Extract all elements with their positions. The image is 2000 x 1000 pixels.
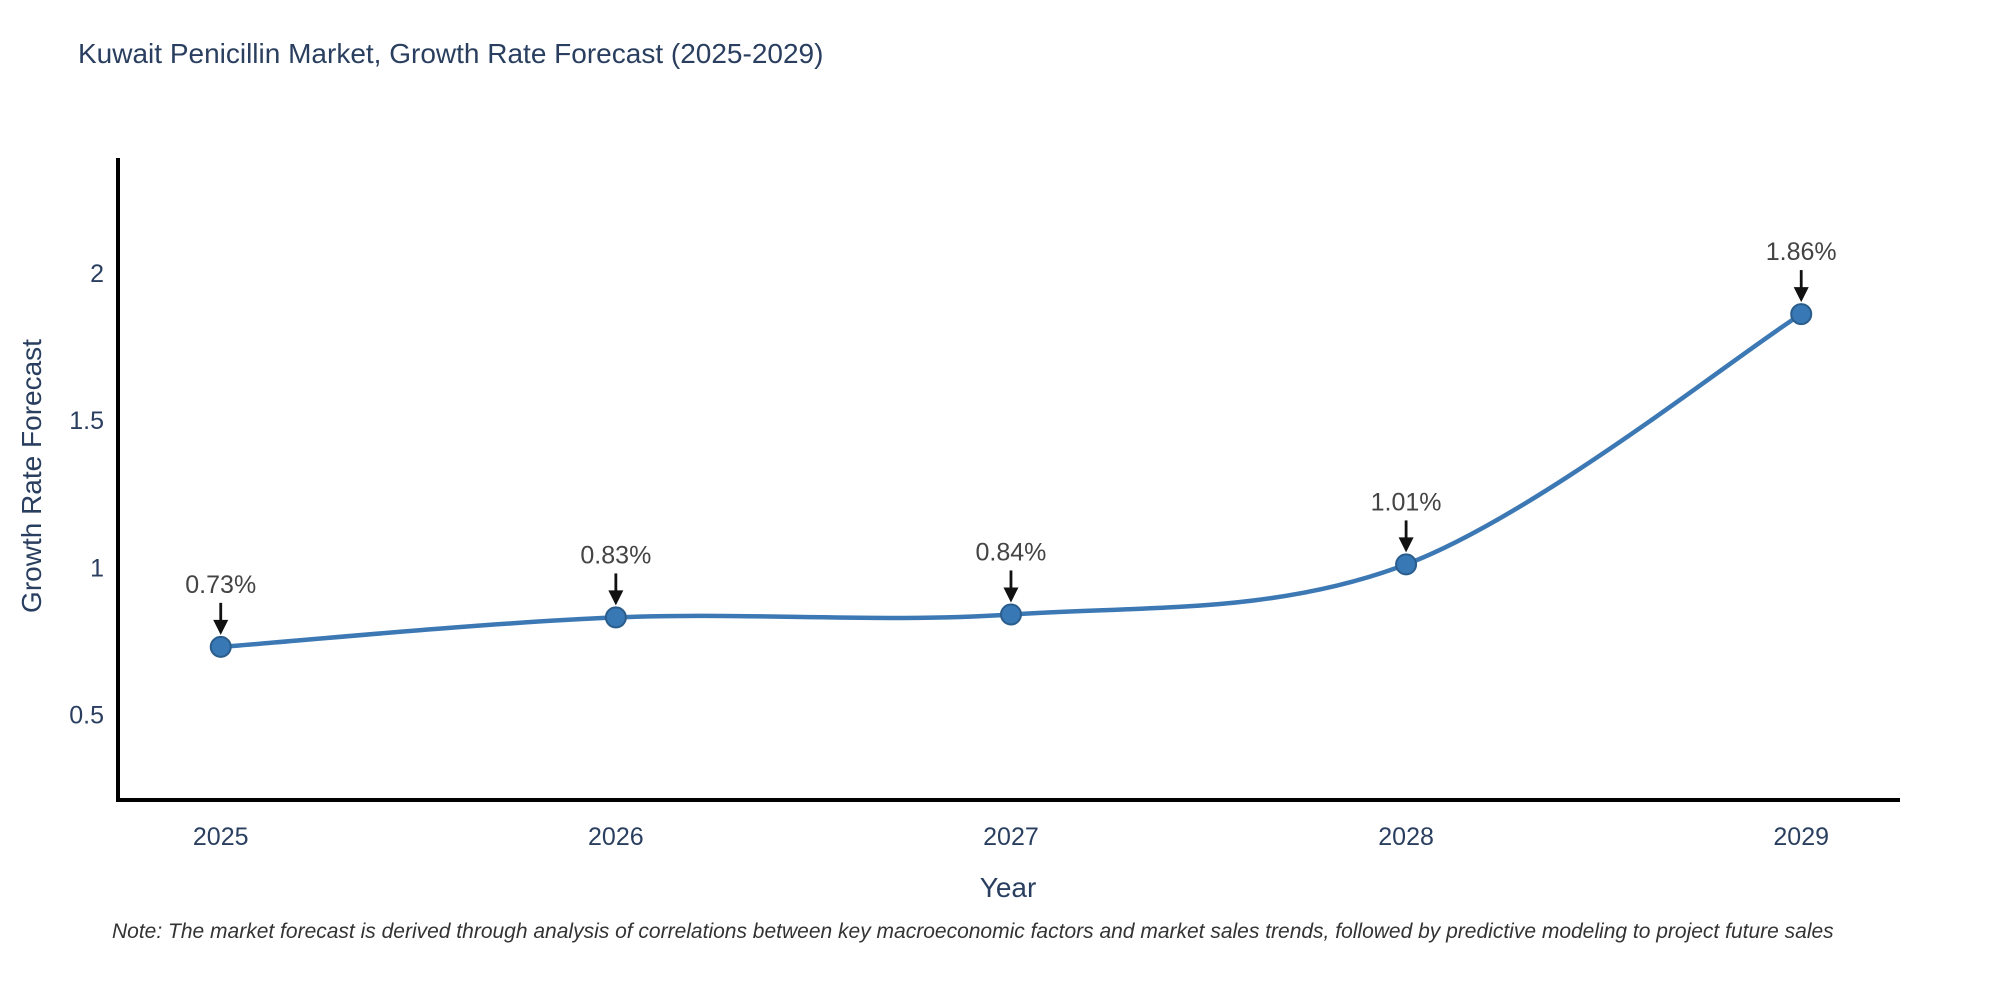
data-point-marker[interactable]: [604, 606, 627, 629]
annotation-label: 0.84%: [976, 538, 1047, 566]
annotation-arrowhead-icon: [213, 619, 229, 635]
annotation-label: 1.01%: [1371, 488, 1442, 516]
annotation-label: 0.83%: [580, 541, 651, 569]
y-axis-title: Growth Rate Forecast: [16, 339, 47, 613]
data-point-marker[interactable]: [999, 603, 1022, 626]
x-tick-label: 2028: [1378, 823, 1434, 851]
annotation-arrowhead-icon: [1793, 287, 1809, 303]
y-tick-label: 1.5: [69, 407, 104, 435]
y-tick-label: 2: [90, 260, 104, 288]
x-axis-title: Year: [979, 872, 1037, 903]
data-point-marker[interactable]: [1790, 303, 1813, 326]
footnote: Note: The market forecast is derived thr…: [112, 920, 1834, 943]
annotation-arrowhead-icon: [1398, 537, 1414, 553]
annotation-label: 1.86%: [1766, 238, 1837, 266]
annotation-arrowhead-icon: [608, 590, 624, 606]
y-tick-label: 1: [90, 554, 104, 582]
data-point-marker[interactable]: [1395, 553, 1418, 576]
x-tick-label: 2025: [193, 823, 249, 851]
annotation-label: 0.73%: [185, 571, 256, 599]
y-tick-label: 0.5: [69, 702, 104, 730]
x-tick-label: 2027: [983, 823, 1039, 851]
x-tick-label: 2026: [588, 823, 644, 851]
x-tick-label: 2029: [1773, 823, 1829, 851]
chart-title: Kuwait Penicillin Market, Growth Rate Fo…: [78, 38, 824, 69]
annotation-arrowhead-icon: [1003, 587, 1019, 603]
data-point-marker[interactable]: [209, 635, 232, 658]
